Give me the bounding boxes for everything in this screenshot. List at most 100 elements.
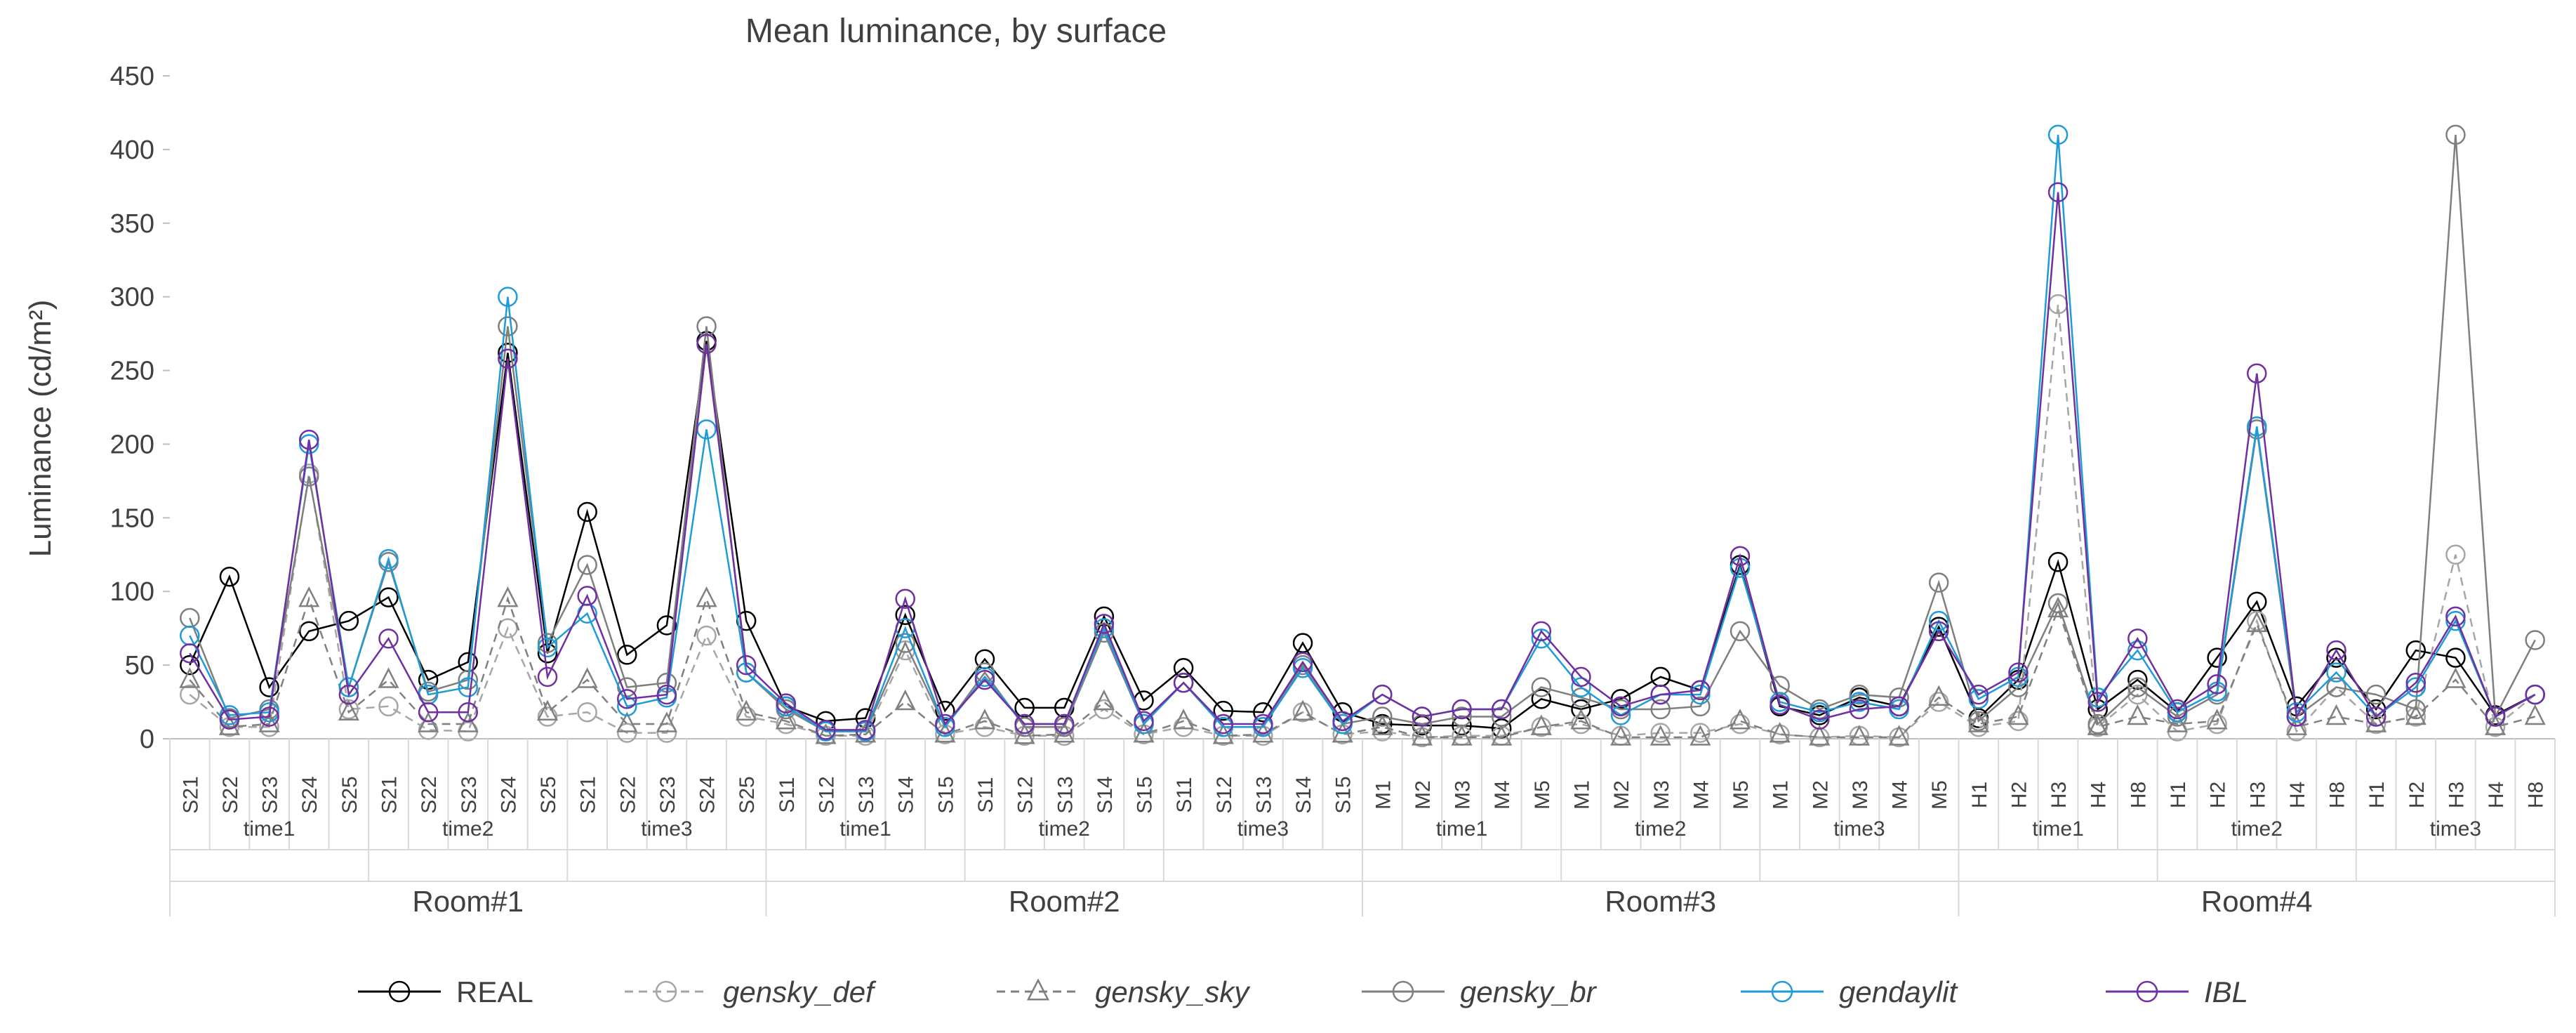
data-point — [617, 645, 637, 665]
data-point — [577, 702, 597, 723]
data-point — [617, 723, 637, 743]
data-point — [2485, 706, 2506, 727]
surface-label: S15 — [1134, 776, 1157, 813]
surface-label: S14 — [1094, 776, 1117, 813]
data-point — [855, 720, 876, 740]
surface-label: M3 — [1650, 780, 1673, 810]
surface-label: S22 — [616, 776, 639, 813]
data-point — [1372, 706, 1393, 727]
legend-label-gensky_sky: gensky_sky — [1095, 975, 1251, 1008]
legend-marker-IBL — [2136, 980, 2158, 1003]
y-tick-label: 450 — [110, 62, 154, 91]
data-point — [1412, 713, 1433, 735]
data-point — [498, 348, 518, 369]
surface-label: S25 — [736, 776, 759, 813]
data-point — [1649, 725, 1671, 746]
data-point — [2206, 709, 2228, 730]
data-point — [1650, 684, 1671, 705]
data-point — [1968, 689, 1989, 709]
y-tick-label: 350 — [110, 209, 154, 239]
surface-label: S13 — [855, 776, 878, 813]
data-point — [1054, 713, 1075, 735]
data-point — [1968, 684, 1989, 705]
data-point — [1689, 725, 1711, 746]
data-point — [2286, 721, 2307, 742]
series-IBL — [180, 182, 2545, 740]
data-point — [2405, 673, 2426, 693]
data-point — [1571, 687, 1591, 708]
surface-label: S25 — [338, 776, 361, 813]
data-point — [1531, 677, 1552, 697]
data-point — [1213, 700, 1234, 721]
data-point — [1173, 673, 1194, 693]
data-point — [378, 587, 399, 607]
data-point — [2445, 667, 2467, 688]
surface-label: S14 — [895, 776, 918, 813]
data-point — [180, 654, 200, 676]
data-point — [2127, 640, 2148, 661]
data-point — [1094, 614, 1115, 634]
data-point — [2247, 416, 2267, 437]
data-point — [418, 711, 439, 732]
data-point — [656, 684, 677, 705]
surface-label: M1 — [1372, 780, 1395, 810]
data-point — [974, 662, 995, 683]
data-point — [696, 334, 717, 355]
data-point — [696, 586, 717, 607]
data-point — [2405, 640, 2426, 661]
surface-label: S11 — [974, 777, 997, 812]
data-point — [1173, 658, 1194, 678]
surface-label: H3 — [2246, 782, 2269, 808]
data-point — [2445, 544, 2466, 565]
data-point — [1253, 713, 1273, 735]
series-gendaylit — [180, 124, 2545, 742]
time-group-label: time2 — [2231, 817, 2283, 841]
surface-label: M1 — [1770, 780, 1793, 810]
data-point — [1571, 699, 1591, 720]
data-point — [1690, 696, 1711, 717]
data-point — [656, 711, 677, 732]
legend-marker-REAL — [388, 980, 411, 1003]
data-point — [2365, 711, 2387, 732]
data-point — [1530, 714, 1552, 735]
data-point — [2525, 630, 2545, 650]
data-point — [935, 713, 955, 735]
surface-label: H2 — [2207, 782, 2230, 808]
data-point — [219, 709, 240, 730]
data-point — [1093, 689, 1115, 711]
data-point — [894, 689, 916, 711]
data-point — [1491, 699, 1512, 720]
data-point — [1411, 725, 1433, 746]
data-point — [2207, 713, 2227, 735]
data-point — [2405, 699, 2426, 720]
data-point — [1968, 711, 1989, 732]
data-point — [2445, 610, 2466, 631]
data-point — [1729, 709, 1751, 730]
surface-label: H4 — [2087, 782, 2111, 808]
surface-label: M3 — [1452, 780, 1475, 810]
surface-label: S23 — [259, 776, 282, 813]
time-group-label: time3 — [2430, 817, 2481, 841]
data-point — [458, 702, 478, 723]
surface-label: S22 — [219, 776, 242, 813]
data-point — [2247, 363, 2267, 384]
data-point — [2087, 714, 2109, 735]
data-point — [2047, 593, 2069, 614]
data-point — [2166, 711, 2189, 732]
data-point — [298, 434, 319, 454]
data-point — [577, 501, 597, 522]
data-point — [1531, 689, 1552, 709]
data-point — [1292, 699, 1314, 721]
data-point — [776, 693, 797, 713]
data-point — [1014, 697, 1035, 718]
y-tick-label: 50 — [125, 651, 154, 680]
time-group-label: time1 — [1436, 817, 1487, 841]
data-point — [1729, 621, 1751, 642]
data-point — [1690, 684, 1711, 705]
legend-label-IBL: IBL — [2204, 975, 2248, 1008]
surface-label: S21 — [179, 776, 202, 813]
data-point — [1889, 696, 1909, 717]
data-point — [1173, 709, 1195, 730]
legend-marker-gendaylit — [1771, 980, 1793, 1003]
